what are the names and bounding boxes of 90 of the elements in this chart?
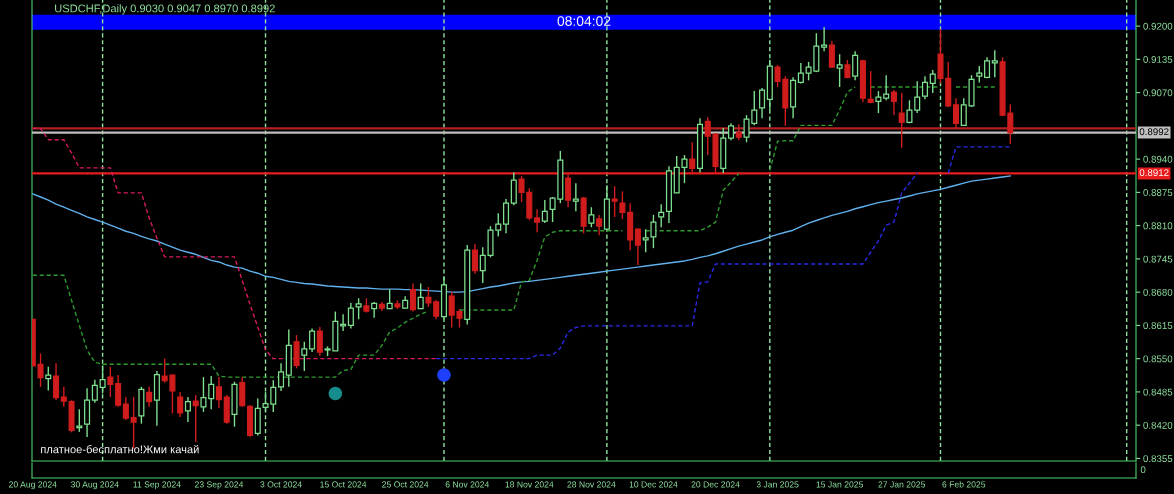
candlestick <box>828 40 835 69</box>
band-label: 08:04:02 <box>557 16 611 26</box>
x-tick-label: 25 Oct 2024 <box>382 481 429 488</box>
x-tick-label: 30 Aug 2024 <box>70 481 119 490</box>
ref-line-label: 0.8912 <box>1139 169 1169 177</box>
candlestick <box>215 376 223 409</box>
y-tick-label: 0.9135 <box>1143 56 1173 63</box>
candlestick <box>409 282 416 313</box>
candlestick <box>836 53 843 88</box>
y-tick-label: 0.8680 <box>1143 288 1173 296</box>
candlestick <box>146 386 153 408</box>
y-tick-label: 0.8420 <box>1143 421 1173 429</box>
x-tick-label: 20 Dec 2024 <box>691 481 740 488</box>
y-tick-label: 0.8745 <box>1143 255 1173 263</box>
y-tick-label: 0.9200 <box>1143 22 1173 30</box>
candlestick <box>510 171 517 206</box>
candlestick <box>991 49 998 78</box>
candlestick <box>502 198 510 235</box>
candlestick <box>658 203 665 228</box>
candlestick <box>371 301 378 319</box>
candlestick <box>107 366 114 398</box>
y-tick-label: 0.8940 <box>1143 155 1173 163</box>
x-tick-label: 15 Jan 2025 <box>816 481 863 488</box>
candlestick <box>759 87 766 119</box>
candlestick <box>192 394 199 443</box>
candlestick <box>898 92 905 149</box>
candlestick <box>316 326 323 357</box>
candlestick <box>99 364 106 395</box>
candlestick <box>952 97 960 129</box>
candlestick <box>177 391 184 418</box>
x-tick-label: 20 Aug 2024 <box>9 481 57 490</box>
x-tick-label: 27 Jan 2025 <box>878 481 926 488</box>
y-tick-label: 0.8810 <box>1143 222 1173 230</box>
x-tick-label: 11 Sep 2024 <box>133 481 181 490</box>
text: 0 <box>1140 466 1146 474</box>
y-tick-label: 0.8485 <box>1143 388 1173 396</box>
y-tick-label: 0.8550 <box>1143 355 1173 363</box>
candlestick <box>541 199 548 224</box>
annotation: платное-бесплатно!Жми качай <box>41 444 199 454</box>
x-tick-label: 3 Oct 2024 <box>260 481 302 488</box>
y-tick-label: 0.9070 <box>1143 89 1173 97</box>
candlestick <box>875 90 882 114</box>
x-tick-label: 18 Nov 2024 <box>505 481 554 488</box>
candlestick <box>184 396 191 423</box>
x-tick-label: 3 Jan 2025 <box>756 481 799 488</box>
candlestick <box>572 182 579 213</box>
candlestick <box>115 374 122 408</box>
line-series <box>32 127 437 360</box>
candlestick <box>347 302 354 330</box>
candlestick <box>565 171 572 208</box>
chart-title: USDCHF,Daily 0.9030 0.9047 0.8970 0.8992 <box>55 4 275 15</box>
y-tick-label: 0.8875 <box>1143 189 1173 196</box>
candlestick <box>929 69 936 94</box>
x-tick-label: 15 Oct 2024 <box>320 481 367 488</box>
candlestick <box>45 366 52 392</box>
candlestick <box>611 185 618 218</box>
candlestick <box>355 297 362 320</box>
candlestick <box>852 50 859 82</box>
x-tick-label: 6 Feb 2025 <box>942 481 986 488</box>
candlestick <box>883 74 890 101</box>
candlestick <box>239 376 246 408</box>
candlestick <box>122 396 129 421</box>
y-tick-label: 0.8615 <box>1143 322 1173 330</box>
candlestick <box>301 341 308 372</box>
candlestick <box>890 89 897 116</box>
candlestick <box>634 227 641 266</box>
candlestick <box>921 75 929 100</box>
candlestick <box>53 362 60 401</box>
x-tick-label: 23 Sep 2024 <box>194 481 244 490</box>
candlestick <box>60 386 67 408</box>
ref-line-label: 0.8992 <box>1139 128 1169 136</box>
candlestick <box>293 334 300 370</box>
candlestick <box>417 282 424 310</box>
candlestick <box>619 190 626 220</box>
x-tick-label: 28 Nov 2024 <box>567 481 616 488</box>
candlestick <box>91 378 98 404</box>
candlestick <box>471 243 479 275</box>
candlestick <box>278 362 285 392</box>
candlestick <box>867 70 874 105</box>
candlestick <box>689 141 696 174</box>
candlestick <box>534 208 541 233</box>
y-tick-label: 0.8355 <box>1143 455 1173 463</box>
candlestick <box>386 288 393 310</box>
candlestick <box>596 214 603 237</box>
candlestick <box>821 26 828 52</box>
x-tick-label: 10 Dec 2024 <box>629 481 678 488</box>
candlestick <box>309 327 316 353</box>
x-tick-label: 6 Nov 2024 <box>445 481 490 488</box>
candlestick <box>340 313 347 332</box>
candlestick <box>588 206 595 228</box>
